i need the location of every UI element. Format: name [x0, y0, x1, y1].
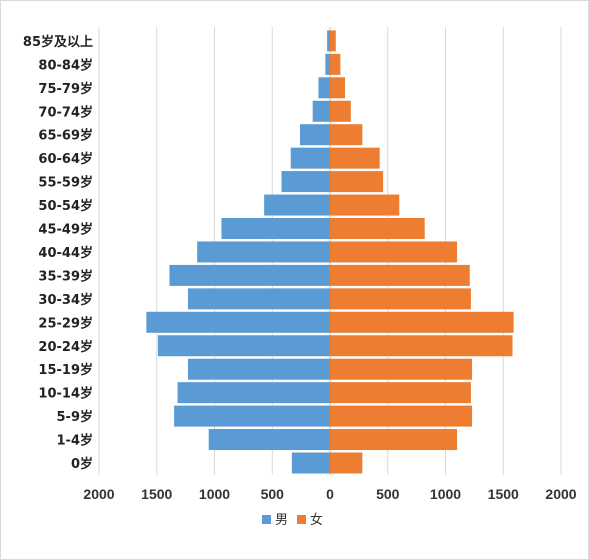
- category-label: 85岁及以上: [23, 34, 93, 50]
- bar-female: [330, 382, 471, 404]
- x-tick-label: 1500: [488, 486, 519, 502]
- category-label: 25-29岁: [38, 315, 93, 331]
- legend-label: 女: [310, 512, 323, 528]
- category-label: 70-74岁: [38, 104, 93, 120]
- category-label: 75-79岁: [38, 81, 93, 97]
- bar-male: [221, 218, 330, 239]
- bar-male: [281, 171, 330, 193]
- bar-male: [325, 53, 330, 75]
- bar-female: [330, 335, 513, 357]
- bar-female: [330, 452, 363, 474]
- category-label: 5-9岁: [57, 409, 94, 425]
- x-tick-label: 2000: [83, 486, 114, 502]
- bar-male: [291, 452, 330, 474]
- category-label: 1-4岁: [57, 433, 94, 449]
- bar-male: [197, 241, 330, 263]
- legend-swatch: [297, 515, 306, 524]
- legend-label: 男: [275, 513, 288, 528]
- bar-male: [290, 147, 330, 169]
- bar-female: [330, 405, 473, 427]
- category-label: 55-59岁: [38, 175, 93, 191]
- bar-male: [208, 429, 330, 451]
- x-tick-label: 1500: [141, 486, 172, 502]
- category-label: 45-49岁: [38, 222, 93, 238]
- bar-female: [330, 124, 363, 146]
- bar-female: [330, 218, 425, 239]
- x-tick-label: 500: [261, 486, 285, 502]
- bar-male: [327, 30, 330, 52]
- bar-female: [330, 171, 384, 193]
- bar-female: [330, 358, 473, 380]
- x-tick-label: 1000: [430, 486, 461, 502]
- bar-male: [146, 311, 330, 333]
- legend-swatch: [262, 515, 271, 524]
- bar-male: [177, 382, 330, 404]
- category-label: 65-69岁: [38, 128, 93, 144]
- category-label: 35-39岁: [38, 268, 93, 284]
- category-label: 60-64岁: [38, 151, 93, 167]
- bar-female: [330, 30, 336, 52]
- category-label: 80-84岁: [38, 57, 93, 73]
- category-label: 40-44岁: [38, 245, 93, 261]
- category-label: 50-54岁: [38, 198, 93, 214]
- bar-male: [264, 194, 330, 216]
- bar-female: [330, 53, 341, 75]
- bar-female: [330, 194, 400, 216]
- bar-male: [187, 358, 330, 380]
- bar-male: [299, 124, 330, 146]
- bar-male: [174, 405, 330, 427]
- category-label: 0岁: [71, 456, 93, 472]
- x-tick-label: 2000: [545, 486, 576, 502]
- bar-female: [330, 100, 351, 122]
- bar-female: [330, 241, 458, 263]
- bar-male: [169, 264, 330, 286]
- x-tick-label: 1000: [199, 486, 230, 502]
- bar-male: [318, 77, 330, 99]
- bar-male: [157, 335, 330, 357]
- category-label: 20-24岁: [38, 339, 93, 355]
- bar-female: [330, 264, 470, 286]
- bar-male: [187, 288, 330, 310]
- category-label: 30-34岁: [38, 292, 93, 308]
- bar-female: [330, 77, 346, 99]
- x-tick-label: 500: [376, 486, 400, 502]
- bar-female: [330, 147, 380, 169]
- bar-female: [330, 288, 471, 310]
- bar-female: [330, 311, 514, 333]
- category-label: 15-19岁: [38, 362, 93, 378]
- bar-female: [330, 429, 458, 451]
- bar-male: [312, 100, 330, 122]
- category-label: 10-14岁: [38, 386, 93, 402]
- x-tick-label: 0: [326, 486, 334, 502]
